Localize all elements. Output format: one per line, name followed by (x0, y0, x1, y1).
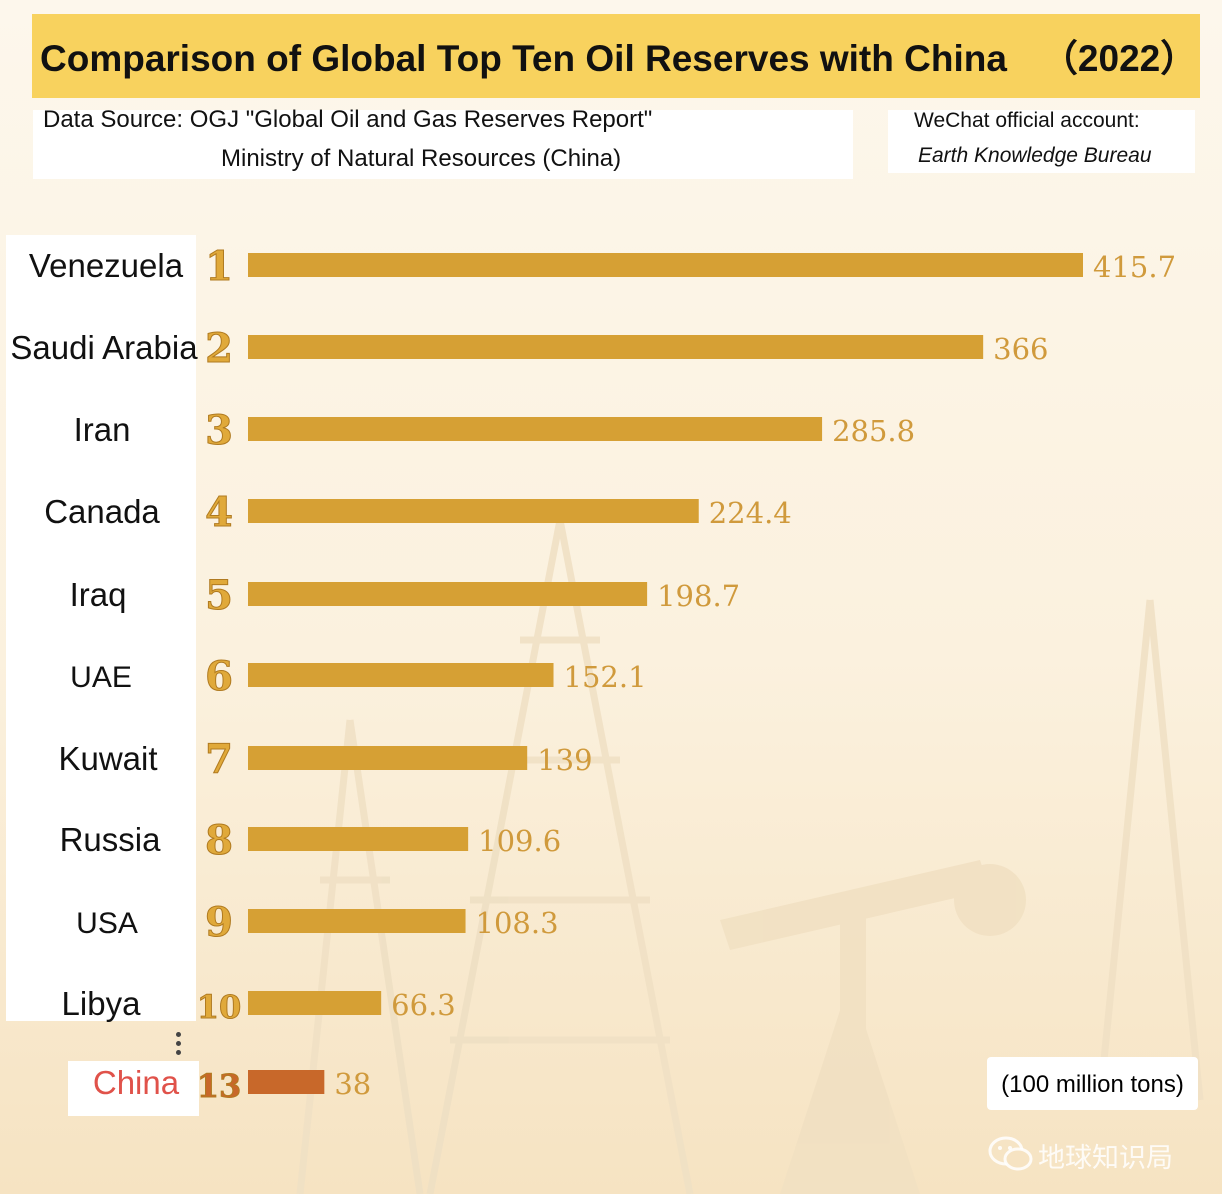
value-label: 285.8 (832, 414, 915, 448)
data-bar (248, 335, 984, 359)
ellipsis-dot (176, 1032, 181, 1037)
wechat-credit-box: WeChat official account: Earth Knowledge… (888, 109, 1195, 173)
country-label: Kuwait (58, 740, 157, 777)
country-label-panel (6, 235, 196, 1021)
rank-number: 1 (205, 243, 233, 290)
data-bar (248, 746, 528, 770)
value-label: 108.3 (476, 906, 559, 940)
value-label: 415.7 (1093, 250, 1176, 284)
rank-number: 5 (205, 572, 233, 619)
value-label: 109.6 (478, 824, 561, 858)
rank-number: 10 (197, 988, 242, 1026)
data-bar (248, 253, 1083, 277)
country-label: Libya (62, 985, 142, 1022)
title-year: （2022） (1040, 38, 1198, 79)
value-label: 152.1 (564, 660, 647, 694)
data-bar (248, 417, 823, 441)
rank-number: 13 (197, 1067, 242, 1105)
country-label: China (93, 1064, 180, 1101)
country-label: UAE (70, 661, 132, 694)
data-bar (248, 582, 648, 606)
value-label: 198.7 (657, 579, 740, 613)
country-label: Russia (60, 821, 162, 858)
china-label-panel (68, 1061, 199, 1116)
footer-watermark: 地球知识局 (988, 1132, 1198, 1174)
data-source-box: Data Source: OGJ "Global Oil and Gas Res… (33, 106, 853, 179)
data-source-line1: Data Source: OGJ "Global Oil and Gas Res… (43, 106, 653, 133)
data-bar (248, 827, 469, 851)
data-bar (248, 1070, 325, 1094)
wechat-credit-line2: Earth Knowledge Bureau (918, 144, 1152, 167)
country-label: Saudi Arabia (10, 329, 198, 366)
country-label: Venezuela (29, 247, 184, 284)
rank-number: 6 (205, 653, 233, 700)
rank-number: 8 (205, 817, 233, 864)
ellipsis-dot (176, 1041, 181, 1046)
rank-number: 4 (205, 489, 233, 536)
value-label: 66.3 (391, 988, 456, 1022)
data-source-line2: Ministry of Natural Resources (China) (221, 145, 622, 172)
country-label: Canada (44, 493, 160, 530)
footer-watermark-text: 地球知识局 (1038, 1143, 1173, 1174)
country-label: Iraq (70, 576, 127, 613)
rank-number: 7 (205, 736, 233, 783)
data-bar (248, 991, 382, 1015)
value-label: 38 (334, 1067, 371, 1101)
country-label: Iran (74, 411, 131, 448)
wechat-icon (988, 1136, 1033, 1171)
title-text: Comparison of Global Top Ten Oil Reserve… (40, 38, 1007, 79)
unit-label: (100 million tons) (987, 1057, 1198, 1110)
data-bar (248, 909, 466, 933)
value-label: 224.4 (709, 496, 792, 530)
value-label: 366 (993, 332, 1048, 366)
chart-title: Comparison of Global Top Ten Oil Reserve… (32, 14, 1200, 98)
data-bar (248, 663, 554, 687)
value-label: 139 (537, 743, 592, 777)
rank-number: 3 (205, 407, 233, 454)
rank-number: 9 (205, 899, 233, 946)
rank-number: 2 (205, 325, 233, 372)
ellipsis-dot (176, 1050, 181, 1055)
country-label: USA (76, 907, 138, 940)
data-bar (248, 499, 699, 523)
wechat-credit-line1: WeChat official account: (914, 109, 1140, 132)
